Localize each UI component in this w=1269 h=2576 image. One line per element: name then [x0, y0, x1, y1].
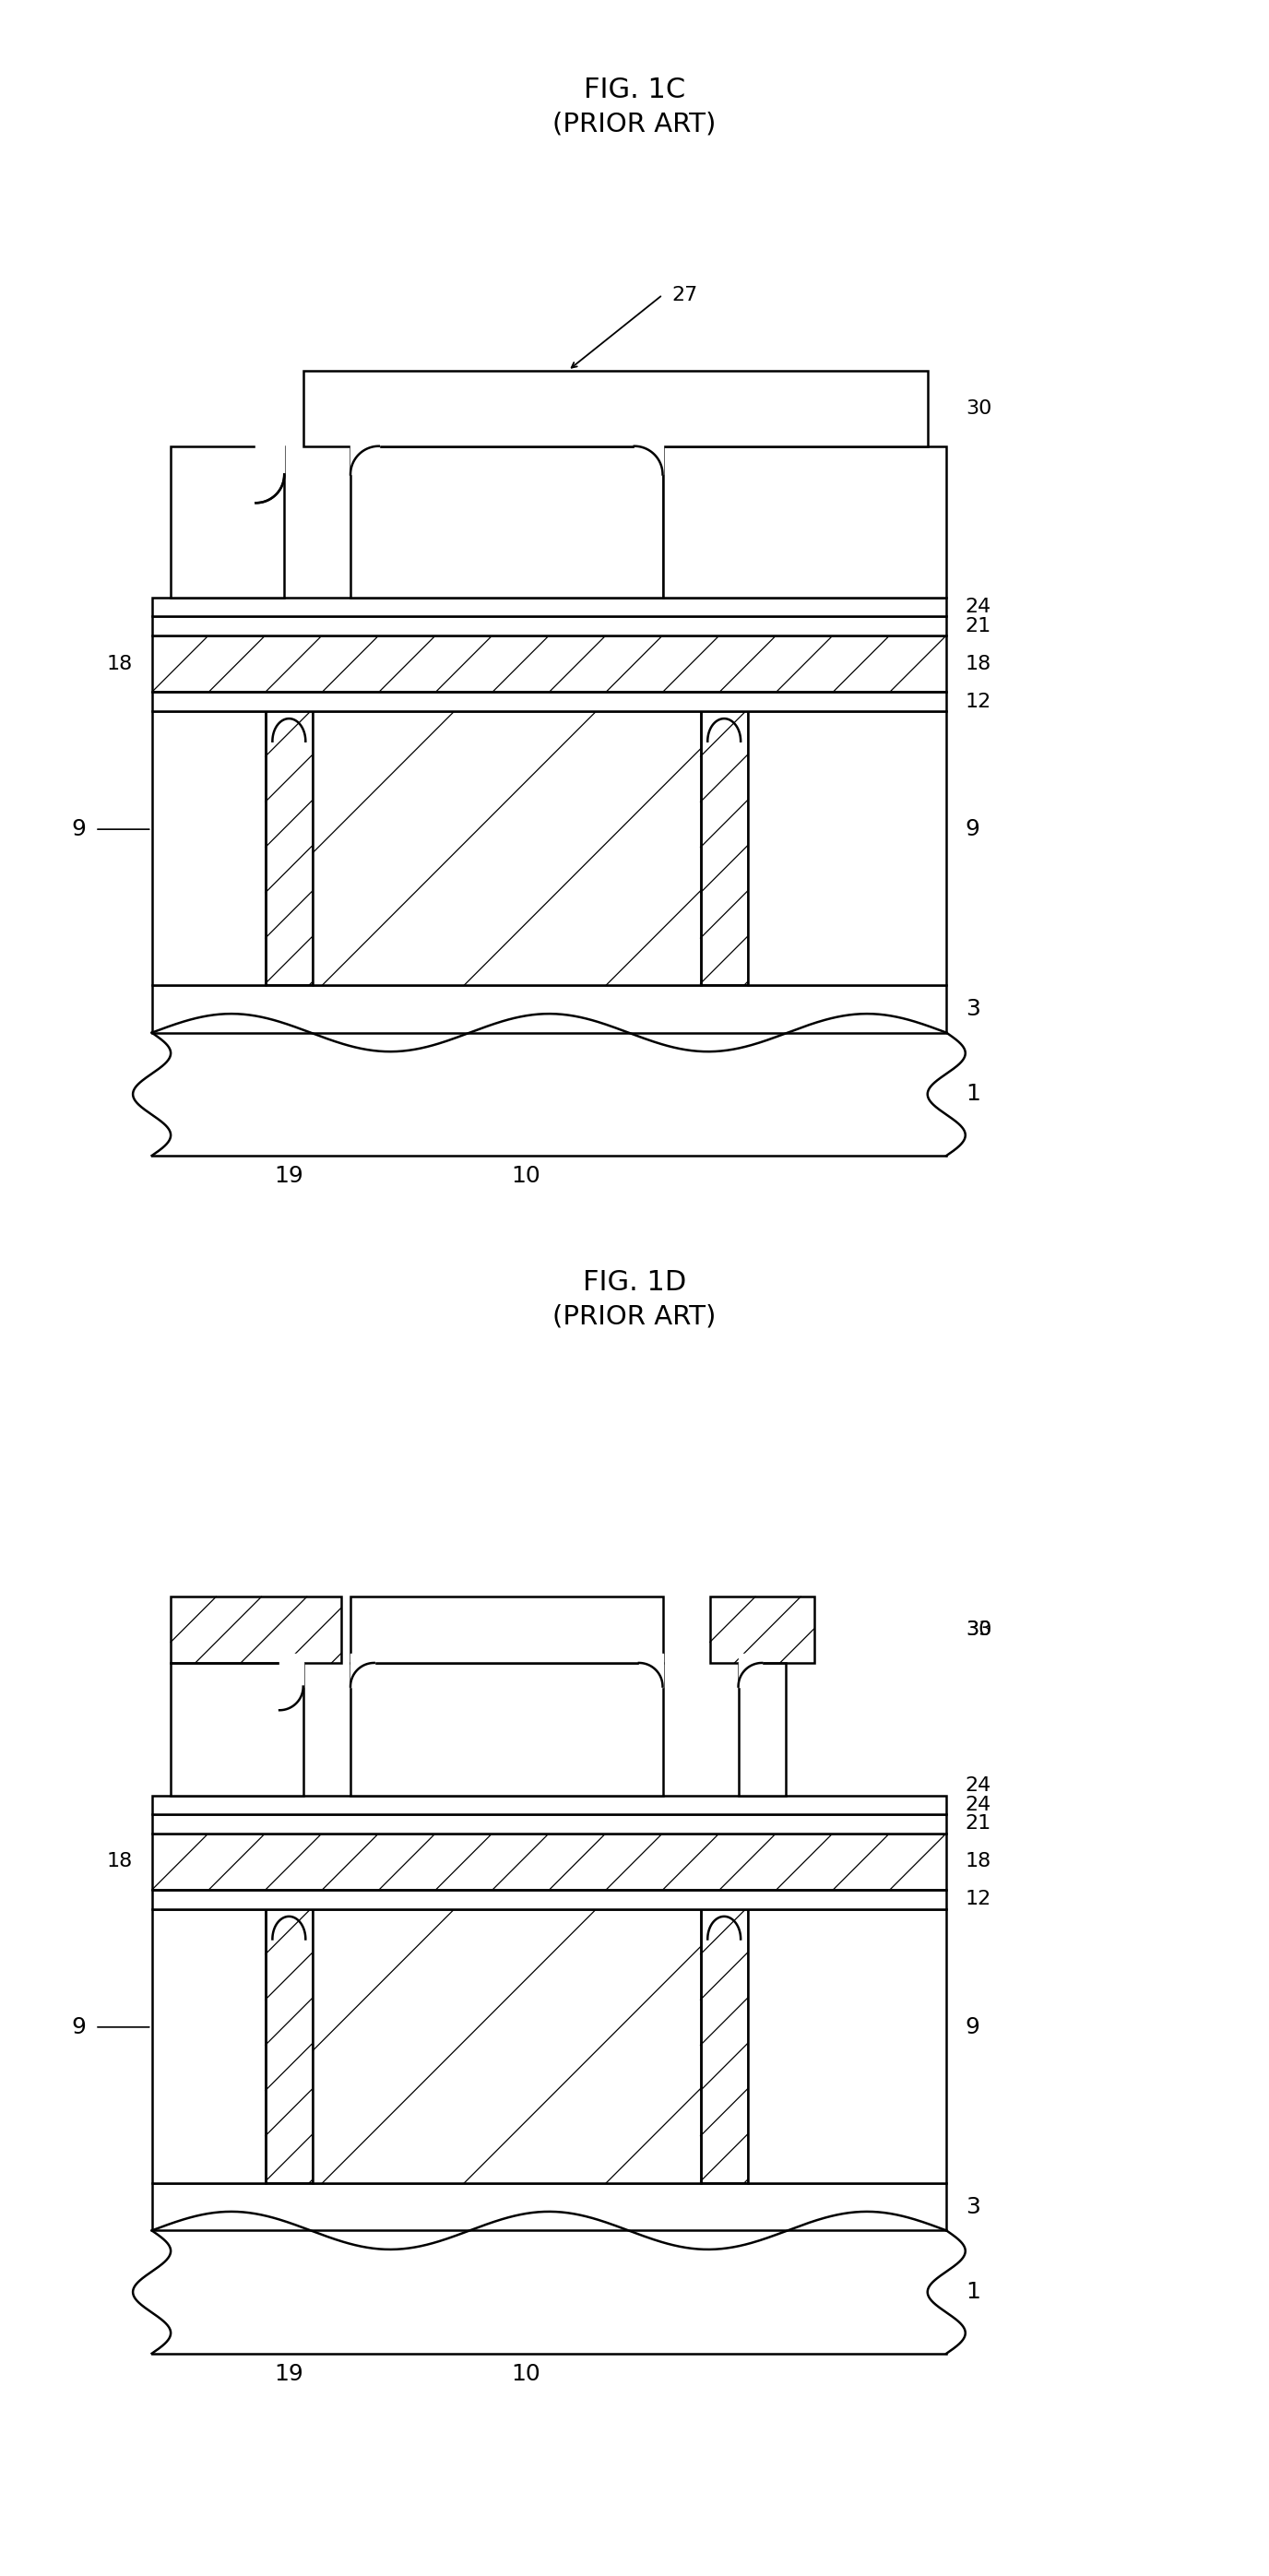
Text: 3: 3 [966, 997, 980, 1020]
Text: (PRIOR ART): (PRIOR ART) [553, 1303, 716, 1329]
Text: 18: 18 [966, 1852, 991, 1870]
Text: 24: 24 [966, 598, 991, 616]
Polygon shape [152, 1814, 947, 1834]
Text: 10: 10 [511, 2362, 541, 2385]
Polygon shape [152, 2184, 947, 2231]
Text: 33: 33 [966, 1620, 991, 1638]
Text: 24: 24 [966, 1795, 991, 1814]
Polygon shape [312, 1909, 700, 2184]
Text: 30: 30 [966, 1620, 991, 1638]
Polygon shape [662, 446, 947, 598]
Polygon shape [152, 598, 947, 616]
Text: 9: 9 [966, 819, 980, 840]
Text: FIG. 1C: FIG. 1C [584, 77, 685, 103]
Text: 10: 10 [511, 1164, 541, 1188]
Polygon shape [312, 711, 700, 987]
Polygon shape [152, 1909, 265, 2184]
Polygon shape [152, 1795, 947, 1814]
Polygon shape [303, 371, 928, 446]
Polygon shape [747, 711, 947, 987]
Text: 1: 1 [966, 1082, 980, 1105]
Text: 1: 1 [966, 2280, 980, 2303]
Polygon shape [747, 1909, 947, 2184]
Polygon shape [152, 1891, 947, 1909]
Text: 18: 18 [107, 1852, 133, 1870]
Text: 27: 27 [673, 286, 698, 304]
Text: 19: 19 [274, 2362, 303, 2385]
Text: 18: 18 [966, 654, 991, 672]
Text: 18: 18 [107, 654, 133, 672]
Text: 21: 21 [966, 616, 991, 636]
Text: 21: 21 [966, 1814, 991, 1834]
Text: (PRIOR ART): (PRIOR ART) [553, 111, 716, 137]
Polygon shape [152, 711, 265, 987]
Text: 9: 9 [71, 2017, 85, 2038]
Text: 9: 9 [966, 2017, 980, 2038]
Text: 9: 9 [71, 819, 85, 840]
Polygon shape [152, 616, 947, 636]
Text: 12: 12 [966, 1891, 991, 1909]
Polygon shape [350, 1597, 662, 1664]
Polygon shape [350, 446, 662, 598]
Polygon shape [171, 446, 284, 598]
Polygon shape [350, 1664, 662, 1795]
Polygon shape [739, 1664, 786, 1795]
Text: 30: 30 [966, 399, 991, 417]
Text: FIG. 1D: FIG. 1D [582, 1270, 687, 1296]
Polygon shape [171, 1664, 303, 1795]
Text: 3: 3 [966, 2195, 980, 2218]
Text: 24: 24 [966, 1777, 991, 1795]
Text: 19: 19 [274, 1164, 303, 1188]
Text: 12: 12 [966, 693, 991, 711]
Polygon shape [152, 987, 947, 1033]
Polygon shape [152, 693, 947, 711]
